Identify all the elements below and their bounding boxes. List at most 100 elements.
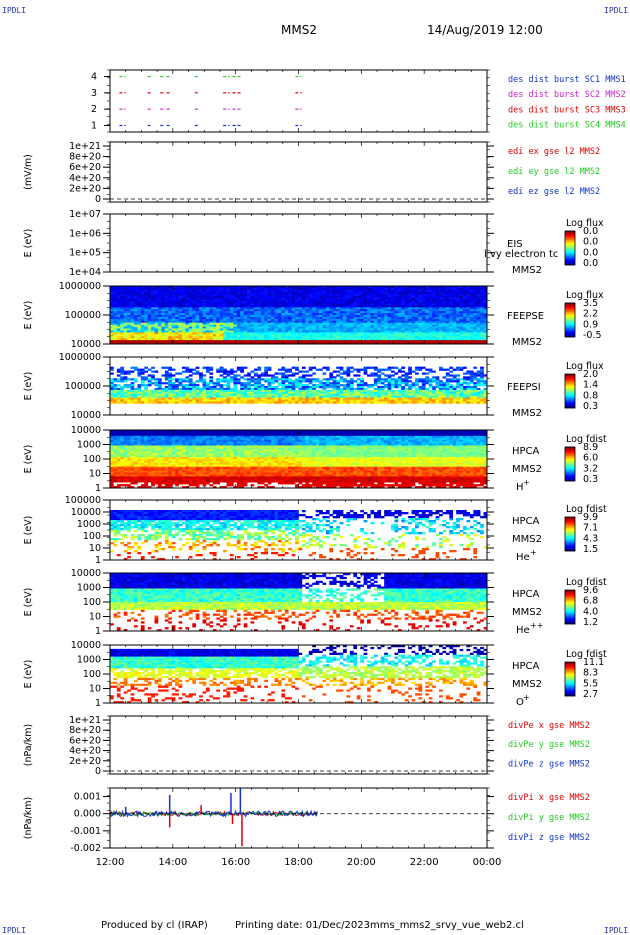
panel-feeps_i-cell [240,376,244,378]
panel-feeps_e-cell [329,317,333,319]
panel-feeps_e-cell [213,292,217,294]
panel-feeps_e-cell [377,309,381,311]
panel-feeps_e-cell [309,313,313,315]
panel-feeps_e-cell [460,330,464,332]
panel-feeps_i-cell [251,392,255,394]
panel-feeps_e-cell [144,296,148,298]
panel-feeps_e-cell [299,311,303,313]
panel-feeps_e-cell [374,317,378,319]
panel-feeps_e-cell [230,321,234,323]
panel-feeps_i-cell [288,384,292,386]
panel-feeps_i-cell [223,394,227,396]
panel-feeps_e-cell [460,290,464,292]
panel-feeps_i-cell [370,398,374,400]
panel-feeps_i-cell [346,380,350,382]
panel-feeps_e-cell [278,329,282,331]
panel-feeps_e-cell [172,329,176,331]
panel-feeps_e-cell [394,327,398,329]
panel-feeps_e-cell [148,319,152,321]
panel-feeps_e-cell [470,294,474,296]
panel-feeps_e-cell [374,303,378,305]
panel-feeps_i-cell [381,390,385,392]
panel-feeps_e-cell [161,311,165,313]
panel-feeps_e-cell [453,319,457,321]
panel-feeps_i-cell [182,384,186,386]
panel-feeps_e-cell [268,303,272,305]
panel-feeps_e-cell [165,321,169,323]
panel-feeps_i-cell [144,378,148,380]
panel-feeps_e-cell [405,294,409,296]
panel-feeps_i-cell [374,388,378,390]
panel-feeps_e-cell [357,329,361,331]
panel-feeps_e-cell [220,301,224,303]
panel-feeps_i-cell [360,390,364,392]
panel-feeps_e-cell [422,323,426,325]
panel-feeps_e-cell [312,329,316,331]
panel-feeps_e-cell [350,329,354,331]
panel-burst-ytick-label: 2 [91,104,97,115]
panel-feeps_e-cell [460,321,464,323]
panel-feeps_e-cell [346,338,350,340]
panel-feeps_e-cell [240,325,244,327]
panel-feeps_e-cell [377,301,381,303]
panel-feeps_e-cell [299,336,303,338]
panel-feeps_e-cell [350,290,354,292]
panel-feeps_i-cell [295,372,299,374]
panel-feeps_e-cell [343,294,347,296]
panel-feeps_e-cell [408,313,412,315]
panel-feeps_e-cell [161,307,165,309]
panel-feeps_i-cell [148,392,152,394]
panel-feeps_e-cell [357,325,361,327]
panel-feeps_i-cell [261,386,265,388]
panel-feeps_e-cell [350,334,354,336]
panel-feeps_i-cell [155,380,159,382]
panel-feeps_e-cell [346,315,350,317]
panel-feeps_e-cell [247,313,251,315]
panel-feeps_e-cell [220,327,224,329]
panel-feeps_i-cell [209,390,213,392]
panel-feeps_e-cell [364,315,368,317]
panel-feeps_e-cell [374,296,378,298]
panel-feeps_e-cell [391,329,395,331]
panel-feeps_i-cell [346,369,350,371]
panel-feeps_e-cell [346,329,350,331]
panel-feeps_e-cell [408,311,412,313]
panel-feeps_e-cell [227,340,231,342]
panel-feeps_i-cell [257,367,261,369]
panel-feeps_e-cell [141,309,145,311]
panel-feeps_i-cell [367,396,371,398]
panel-feeps_i-cell [192,394,196,396]
panel-feeps_e-cell [185,311,189,313]
panel-feeps_e-cell [429,313,433,315]
panel-feeps_e-cell [288,319,292,321]
panel-feeps_i-cell [381,398,385,400]
panel-feeps_e-cell [278,313,282,315]
panel-feeps_e-cell [350,319,354,321]
panel-feeps_e-cell [182,323,186,325]
panel-feeps_e-cell [117,300,121,302]
panel-feeps_e-cell [141,338,145,340]
panel-feeps_i-cell [220,367,224,369]
panel-feeps_i-cell [175,392,179,394]
panel-feeps_e-cell [415,327,419,329]
panel-feeps_i-cell [360,388,364,390]
panel-feeps_e-cell [408,288,412,290]
panel-feeps_e-cell [127,305,131,307]
panel-feeps_e-cell [110,301,114,303]
panel-feeps_i-cell [185,367,189,369]
panel-feeps_e-cell [473,309,477,311]
panel-feeps_e-cell [254,305,258,307]
panel-feeps_e-cell [141,292,145,294]
panel-feeps_e-cell [134,334,138,336]
panel-feeps_e-cell [175,307,179,309]
panel-feeps_e-cell [401,336,405,338]
panel-feeps_e-cell [172,292,176,294]
panel-feeps_e-cell [398,298,402,300]
panel-feeps_e-cell [432,338,436,340]
panel-feeps_i-cell [251,378,255,380]
panel-feeps_e-cell [203,301,207,303]
panel-feeps_e-cell [127,303,131,305]
panel-feeps_e-cell [477,309,481,311]
panel-feeps_e-cell [254,311,258,313]
panel-feeps_i-cell [299,396,303,398]
